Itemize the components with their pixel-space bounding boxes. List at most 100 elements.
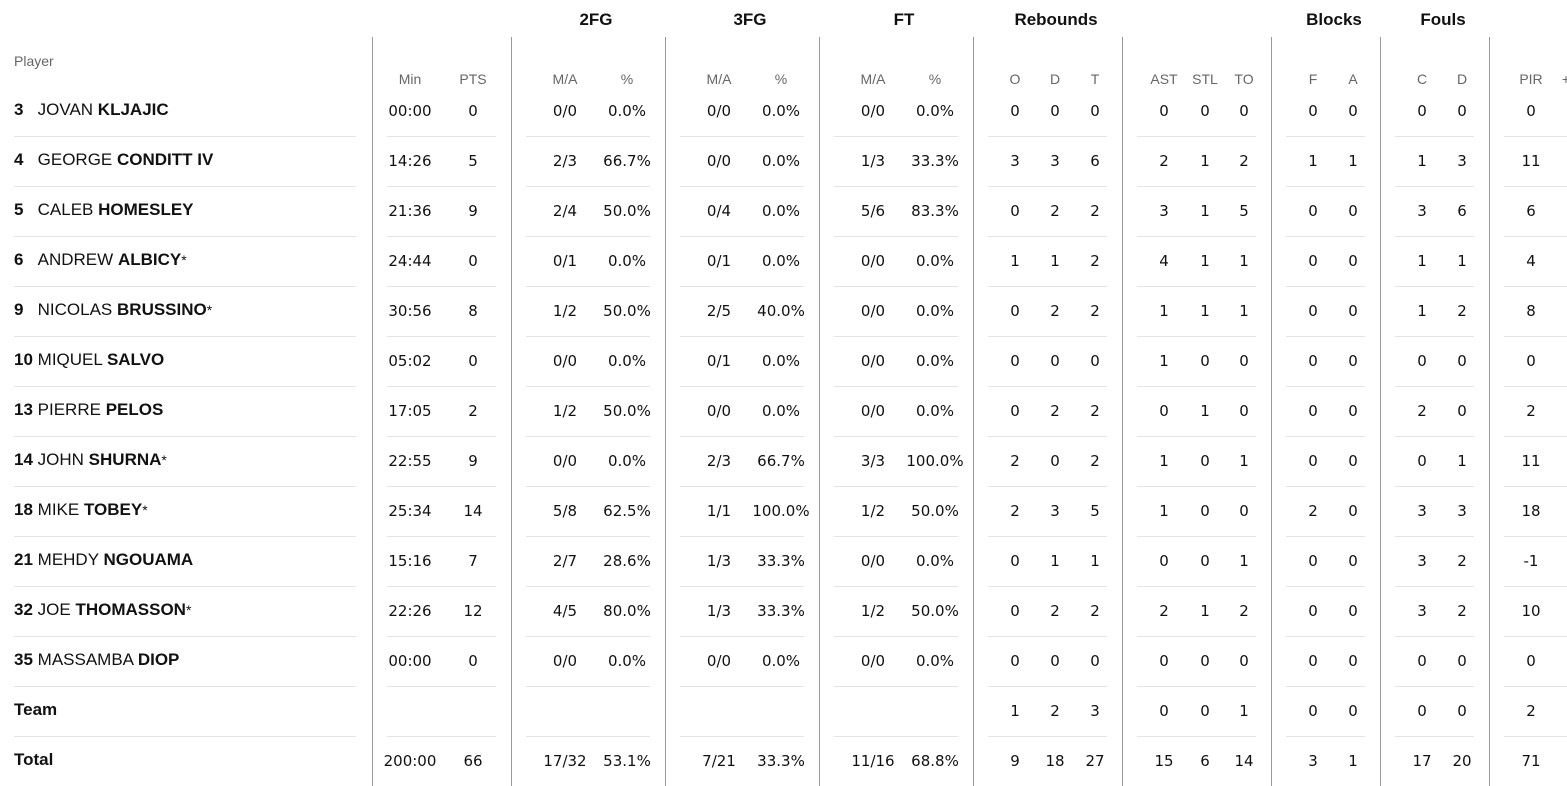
stat-stl: 1 <box>1200 152 1210 170</box>
stat-reb-t: 0 <box>1090 352 1100 370</box>
player-last-name: BRUSSINO <box>117 300 207 319</box>
row-divider <box>680 736 804 737</box>
player-name-kljajic[interactable]: 3 JOVAN KLJAJIC <box>14 100 169 120</box>
header-group-2fg: 2FG <box>579 10 613 29</box>
stat-2fg-pct: 50.0% <box>603 302 651 320</box>
row-divider <box>1395 736 1474 737</box>
row-divider <box>680 586 804 587</box>
header-player[interactable]: Player <box>14 53 54 69</box>
player-name-albicy[interactable]: 6 ANDREW ALBICY* <box>14 250 187 270</box>
stat-2fg-ma: 0/1 <box>552 252 578 270</box>
stat-reb-d: 2 <box>1050 302 1060 320</box>
stat-ft-ma: 0/0 <box>860 652 886 670</box>
player-name-tobey[interactable]: 18 MIKE TOBEY* <box>14 500 148 520</box>
stat-fouls-d: 1 <box>1457 252 1467 270</box>
stat-fouls-c: 2 <box>1417 402 1427 420</box>
player-first-name: NICOLAS <box>37 300 113 319</box>
stat-ft-pct: 0.0% <box>915 552 955 570</box>
stat-to: 0 <box>1239 652 1249 670</box>
row-divider <box>834 236 958 237</box>
player-name-brussino[interactable]: 9 NICOLAS BRUSSINO* <box>14 300 212 320</box>
stat-ft-pct: 0.0% <box>915 652 955 670</box>
stat-reb-o: 2 <box>1010 502 1020 520</box>
row-divider <box>387 286 496 287</box>
stat-ft-pct: 33.3% <box>911 152 959 170</box>
stat-3fg-pct: 0.0% <box>761 352 801 370</box>
stat-blk-f: 0 <box>1308 552 1318 570</box>
player-name-ngouama[interactable]: 21 MEHDY NGOUAMA <box>14 550 193 570</box>
row-divider <box>988 486 1107 487</box>
row-divider <box>1137 286 1256 287</box>
stat-reb-o: 9 <box>1010 752 1020 770</box>
row-divider <box>680 536 804 537</box>
stat-fouls-c: 1 <box>1417 152 1427 170</box>
player-name-shurna[interactable]: 14 JOHN SHURNA* <box>14 450 167 470</box>
player-number: 32 <box>14 600 33 619</box>
row-divider <box>988 386 1107 387</box>
row-divider <box>526 436 650 437</box>
player-last-name: THOMASSON <box>75 600 186 619</box>
row-divider <box>680 336 804 337</box>
row-divider <box>1395 436 1474 437</box>
stat-ft-ma: 11/16 <box>851 752 895 770</box>
stat-pts: 12 <box>463 602 483 620</box>
stat-2fg-ma: 0/0 <box>552 452 578 470</box>
row-divider <box>1504 536 1567 537</box>
player-last-name: SHURNA <box>88 450 162 469</box>
stat-pts: 66 <box>463 752 483 770</box>
stat-ft-pct: 0.0% <box>915 352 955 370</box>
stat-pir: -1 <box>1523 552 1539 570</box>
player-number: 21 <box>14 550 33 569</box>
row-divider <box>680 686 804 687</box>
stat-reb-o: 1 <box>1010 252 1020 270</box>
row-divider <box>387 386 496 387</box>
player-name-homesley[interactable]: 5 CALEB HOMESLEY <box>14 200 194 220</box>
player-number: 5 <box>14 200 24 219</box>
stat-blk-a: 0 <box>1348 252 1358 270</box>
stat-stl: 1 <box>1200 202 1210 220</box>
player-name-diop[interactable]: 35 MASSAMBA DIOP <box>14 650 179 670</box>
stat-ft-ma: 0/0 <box>860 302 886 320</box>
stat-reb-o: 0 <box>1010 402 1020 420</box>
header-col-fouls-c: C <box>1416 71 1428 87</box>
stat-min: 21:36 <box>388 202 432 220</box>
stat-stl: 1 <box>1200 302 1210 320</box>
stat-3fg-ma: 2/5 <box>706 302 732 320</box>
row-divider <box>387 636 496 637</box>
stat-3fg-ma: 0/1 <box>706 352 732 370</box>
row-divider <box>14 586 356 587</box>
player-name-salvo[interactable]: 10 MIQUEL SALVO <box>14 350 164 370</box>
stat-min: 00:00 <box>388 102 432 120</box>
row-divider <box>680 436 804 437</box>
stat-blk-a: 0 <box>1348 502 1358 520</box>
stat-pts: 8 <box>468 302 478 320</box>
stat-ft-ma: 3/3 <box>860 452 886 470</box>
row-divider <box>387 736 496 737</box>
stat-stl: 0 <box>1200 452 1210 470</box>
stat-pir: 0 <box>1526 102 1536 120</box>
stat-pts: 7 <box>468 552 478 570</box>
player-name-conditt-iv[interactable]: 4 GEORGE CONDITT IV <box>14 150 213 170</box>
stat-fouls-d: 3 <box>1457 152 1467 170</box>
stat-reb-t: 2 <box>1090 452 1100 470</box>
player-name-pelos[interactable]: 13 PIERRE PELOS <box>14 400 163 420</box>
row-divider <box>988 686 1107 687</box>
stat-reb-d: 3 <box>1050 152 1060 170</box>
stat-reb-t: 2 <box>1090 252 1100 270</box>
player-name-thomasson[interactable]: 32 JOE THOMASSON* <box>14 600 191 620</box>
stat-stl: 0 <box>1200 352 1210 370</box>
stat-pir: 0 <box>1526 352 1536 370</box>
row-divider <box>834 186 958 187</box>
row-divider <box>14 636 356 637</box>
stat-pts: 5 <box>468 152 478 170</box>
stat-min: 15:16 <box>388 552 432 570</box>
stat-2fg-ma: 4/5 <box>552 602 578 620</box>
stat-blk-f: 0 <box>1308 602 1318 620</box>
stat-stl: 1 <box>1200 402 1210 420</box>
stat-fouls-d: 6 <box>1457 202 1467 220</box>
stat-reb-d: 0 <box>1050 652 1060 670</box>
row-divider <box>1395 636 1474 637</box>
row-divider <box>1504 586 1567 587</box>
player-first-name: MIQUEL <box>37 350 103 369</box>
row-divider <box>526 536 650 537</box>
